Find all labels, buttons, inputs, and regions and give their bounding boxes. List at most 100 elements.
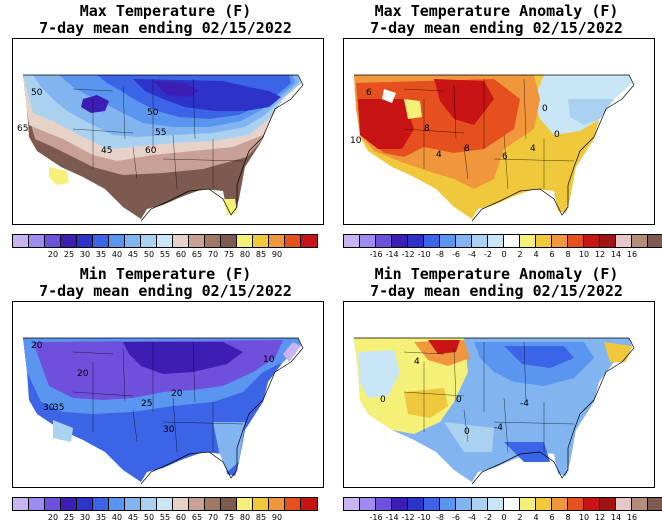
colorbar-tick-label: 55 [159, 513, 171, 522]
colorbar-segment [205, 498, 221, 510]
colorbar-tick-label: -14 [385, 513, 399, 522]
contour-label: 45 [101, 146, 112, 156]
colorbar-segment [109, 498, 125, 510]
contour-label: 35 [53, 403, 64, 413]
colorbar-tick-label: 80 [239, 513, 251, 522]
contour-label: 20 [77, 369, 89, 379]
colorbar-tick-label: 16 [626, 513, 638, 522]
colorbar-segment [61, 235, 77, 247]
contour-label: 30 [163, 425, 175, 435]
colorbar-segment [424, 235, 440, 247]
colorbar-tick-label: 50 [143, 250, 155, 259]
colorbar-segment [552, 498, 568, 510]
colorbar-segment [552, 235, 568, 247]
colorbar [12, 497, 318, 511]
colorbar-tick-label: -14 [385, 250, 399, 259]
colorbar-ticks: -16 -14 -12 -10 -8 -6 -4 -2 0 2 4 6 8 10 12 14 16 [343, 513, 653, 523]
colorbar-tick-label: 75 [223, 513, 235, 522]
colorbar-segment [392, 498, 408, 510]
panel-subtitle: 7-day mean ending 02/15/2022 [370, 19, 623, 37]
colorbar-segment [141, 498, 157, 510]
colorbar-tick-label: 0 [501, 250, 507, 259]
colorbar-tick-label: 50 [143, 513, 155, 522]
contour-label: 4 [436, 150, 442, 160]
contour-label: 10 [263, 355, 275, 365]
colorbar-segment [173, 235, 189, 247]
colorbar-segment [13, 498, 29, 510]
colorbar-tick-label: 16 [626, 250, 638, 259]
colorbar-tick-label: 45 [127, 513, 139, 522]
colorbar-tick-label: 65 [191, 250, 203, 259]
colorbar-segment [504, 498, 520, 510]
colorbar-segment [648, 235, 662, 247]
colorbar-segment [632, 235, 648, 247]
colorbar-segment [221, 498, 237, 510]
colorbar-segment [376, 498, 392, 510]
colorbar-tick-label: 12 [594, 250, 606, 259]
colorbar-tick-label: -6 [452, 250, 460, 259]
colorbar-segment [125, 235, 141, 247]
colorbar-tick-label: 85 [255, 250, 267, 259]
contour-label: 0 [456, 395, 462, 405]
colorbar-segment [648, 498, 662, 510]
colorbar-segment [125, 498, 141, 510]
colorbar-tick-label: -8 [436, 513, 444, 522]
contour-label: 55 [155, 128, 166, 138]
colorbar-tick-label: 70 [207, 513, 219, 522]
colorbar-segment [157, 498, 173, 510]
colorbar-segment [77, 235, 93, 247]
colorbar-tick-label: -2 [484, 250, 492, 259]
colorbar-tick-label: 8 [565, 513, 571, 522]
colorbar-segment [29, 235, 45, 247]
colorbar-segment [237, 498, 253, 510]
contour-label: 8 [464, 144, 470, 154]
colorbar-segment [584, 235, 600, 247]
colorbar-segment [61, 498, 77, 510]
panel-min-temperature-anomaly: Min Temperature Anomaly (F) 7-day mean e… [331, 263, 662, 526]
colorbar-tick-label: -10 [417, 250, 431, 259]
colorbar-tick-label: 65 [191, 513, 203, 522]
colorbar-tick-label: 85 [255, 513, 267, 522]
contour-label: 0 [464, 427, 470, 437]
contour-label: 6 [366, 88, 372, 98]
contour-label: 4 [530, 144, 536, 154]
colorbar-tick-label: -4 [468, 250, 476, 259]
panel-title: Max Temperature (F) [79, 2, 252, 20]
colorbar-segment [13, 235, 29, 247]
colorbar-segment [488, 498, 504, 510]
contour-label: 10 [350, 136, 362, 146]
colorbar-segment [344, 498, 360, 510]
colorbar-tick-label: 35 [95, 250, 107, 259]
colorbar-tick-label: 45 [127, 250, 139, 259]
panel-max-temperature: Max Temperature (F) 7-day mean ending 02… [0, 0, 331, 263]
colorbar-tick-label: 60 [175, 513, 187, 522]
colorbar-tick-label: -12 [401, 250, 415, 259]
colorbar-segment [472, 235, 488, 247]
colorbar [343, 234, 662, 248]
colorbar-tick-label: 2 [517, 250, 523, 259]
colorbar-segment [472, 498, 488, 510]
panel-title: Min Temperature (F) [79, 265, 252, 283]
colorbar-tick-label: -10 [417, 513, 431, 522]
contour-label: 6 [502, 152, 508, 162]
panel-subtitle: 7-day mean ending 02/15/2022 [39, 282, 292, 300]
colorbar-tick-label: 60 [175, 250, 187, 259]
contour-label: 0 [380, 395, 386, 405]
colorbar-segment [616, 498, 632, 510]
contour-label: 20 [171, 389, 183, 399]
colorbar-segment [632, 498, 648, 510]
colorbar-tick-label: 55 [159, 250, 171, 259]
colorbar-segment [504, 235, 520, 247]
colorbar-segment [344, 235, 360, 247]
colorbar-ticks: 20 25 30 35 40 45 50 55 60 65 70 75 80 85 90 [12, 513, 322, 523]
colorbar-segment [440, 235, 456, 247]
colorbar-tick-label: 80 [239, 250, 251, 259]
contour-label: 50 [147, 108, 159, 118]
colorbar-segment [408, 498, 424, 510]
colorbar-segment [488, 235, 504, 247]
contour-label: 8 [424, 124, 430, 134]
contour-label: -4 [520, 399, 529, 409]
colorbar-tick-label: 90 [271, 513, 283, 522]
contour-label: 50 [31, 88, 43, 98]
colorbar-tick-label: 30 [79, 250, 91, 259]
